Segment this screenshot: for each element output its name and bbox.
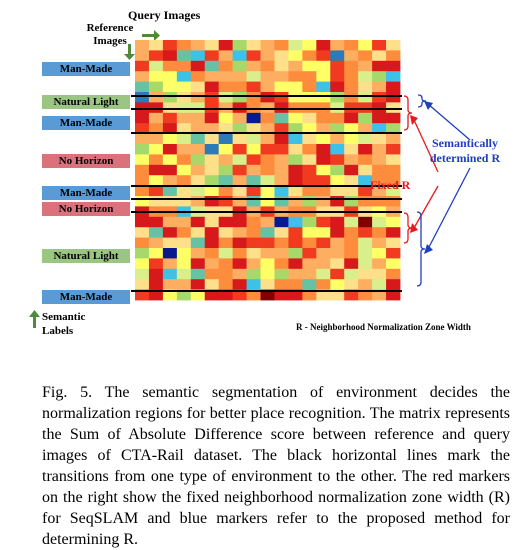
semantic-label-4: No Horizon bbox=[42, 154, 130, 168]
semantic-label-7: Natural Light bbox=[42, 249, 130, 263]
figure-caption: Fig. 5. The semantic segmentation of env… bbox=[42, 384, 510, 548]
semantic-label-1: Man-Made bbox=[42, 62, 130, 76]
semantic-label-2: Natural Light bbox=[42, 95, 130, 109]
sad-matrix-heatmap bbox=[135, 40, 401, 301]
semantic-arrow-icon bbox=[29, 310, 40, 328]
fixed-r-markers bbox=[403, 95, 439, 244]
r-note: R - Neighborhood Normalization Zone Widt… bbox=[296, 322, 471, 332]
reference-arrow-icon bbox=[124, 44, 135, 60]
fixed-r-label: Fixed R bbox=[370, 178, 411, 192]
semantic-label-6: No Horizon bbox=[42, 202, 130, 216]
reference-images-label: Reference Images bbox=[86, 22, 134, 47]
semantic-label-8: Man-Made bbox=[42, 290, 130, 304]
semantic-r-label: Semantically determined R bbox=[429, 136, 501, 165]
semantic-labels-label: Semantic Labels bbox=[42, 311, 86, 337]
query-arrow-icon bbox=[142, 30, 160, 41]
figure-graphics bbox=[29, 30, 471, 328]
semantic-r-markers bbox=[416, 94, 471, 287]
transition-lines bbox=[131, 95, 402, 292]
query-images-label: Query Images bbox=[128, 8, 201, 22]
semantic-label-3: Man-Made bbox=[42, 116, 130, 130]
semantic-label-5: Man-Made bbox=[42, 186, 130, 200]
